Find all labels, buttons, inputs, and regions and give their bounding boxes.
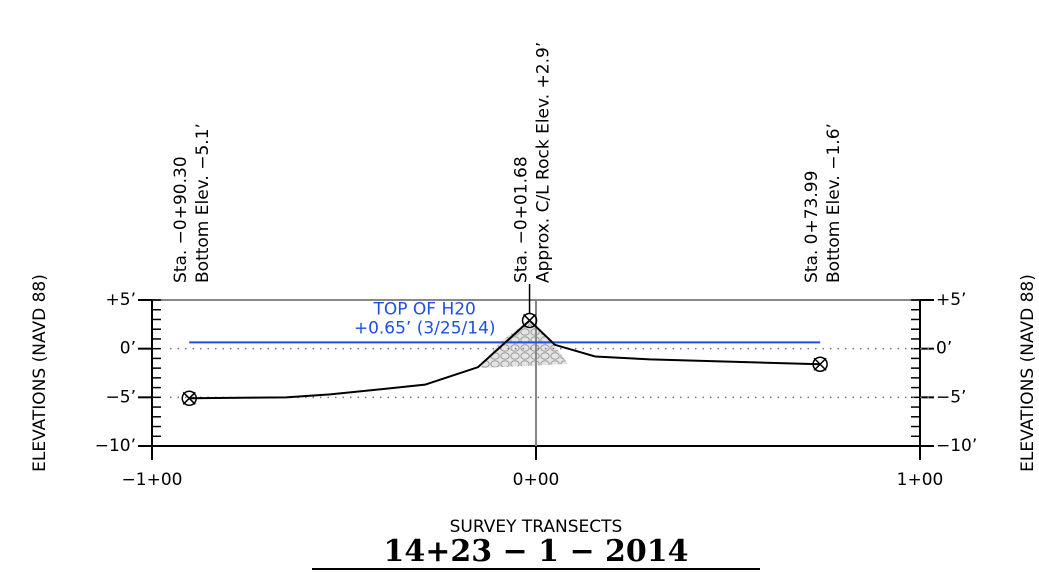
profile-line (189, 319, 821, 400)
y2-axis-label: ELEVATIONS (NAVD 88) (1018, 274, 1038, 472)
y2-tick-label: −5’ (936, 387, 966, 407)
water-label: +0.65’ (3/25/14) (354, 318, 496, 338)
chart-title: SURVEY TRANSECTS (450, 517, 623, 537)
rock-fill (480, 321, 568, 368)
annotation: Bottom Elev. −1.6’ (824, 123, 844, 283)
survey-point (812, 356, 828, 372)
y-tick-label: −10’ (95, 436, 136, 456)
chart-subtitle: 14+23 − 1 − 2014 (383, 534, 688, 569)
y-tick-label: 0’ (120, 339, 136, 359)
annotation: Sta. 0+73.99 (802, 171, 822, 283)
x-tick-label: 0+00 (513, 470, 560, 490)
water-name: TOP OF H20 (372, 299, 475, 319)
y-axis-label: ELEVATIONS (NAVD 88) (30, 274, 50, 472)
survey-point-x (182, 391, 196, 405)
annotation: Bottom Elev. −5.1’ (193, 123, 213, 283)
survey-point-x (523, 313, 537, 327)
annotation: Sta. −0+01.68 (512, 156, 532, 283)
annotation: Sta. −0+90.30 (171, 156, 191, 283)
y2-tick-label: 0’ (936, 339, 952, 359)
survey-point (181, 390, 197, 407)
y2-tick-label: +5’ (936, 290, 966, 310)
y2-tick-label: −10’ (936, 436, 977, 456)
survey-point-x (813, 357, 827, 371)
y-tick-label: −5’ (106, 387, 136, 407)
x-tick-label: −1+00 (122, 470, 183, 490)
y-tick-label: +5’ (106, 290, 136, 310)
annotation: Approx. C/L Rock Elev. +2.9’ (534, 42, 554, 283)
x-tick-label: 1+00 (897, 470, 944, 490)
